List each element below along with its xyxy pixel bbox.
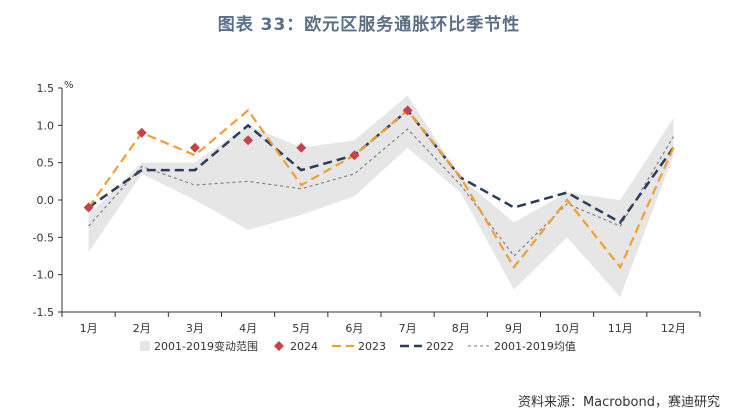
- legend-label-2022: 2022: [426, 340, 454, 353]
- series-point-2024: [296, 142, 307, 153]
- y-tick-label: 0.5: [37, 157, 55, 170]
- y-tick-label: 0.0: [37, 194, 55, 207]
- legend-label-band: 2001-2019变动范围: [154, 339, 258, 353]
- x-tick-label: 6月: [345, 322, 363, 335]
- y-unit-label: %: [64, 80, 74, 91]
- series-point-2024: [402, 105, 413, 116]
- series-line-2022: [87, 108, 675, 225]
- x-tick-label: 1月: [80, 322, 98, 335]
- series-point-2024: [243, 135, 254, 146]
- range-band: [88, 95, 674, 298]
- x-tick-label: 5月: [292, 322, 310, 335]
- legend-label-2023: 2023: [358, 340, 386, 353]
- x-tick-label: 4月: [239, 322, 257, 335]
- x-tick-label: 3月: [186, 322, 204, 335]
- x-tick-label: 10月: [555, 322, 580, 335]
- series-point-2024: [83, 202, 94, 213]
- x-tick-label: 11月: [608, 322, 633, 335]
- series-point-2024: [349, 150, 360, 161]
- x-tick-label: 7月: [399, 322, 417, 335]
- series-line-2001-2019均值: [88, 128, 674, 257]
- x-tick-label: 8月: [452, 322, 470, 335]
- series-point-2024: [189, 142, 200, 153]
- page-title: 图表 33：欧元区服务通胀环比季节性: [217, 15, 521, 35]
- y-tick-label: 1.5: [37, 82, 55, 95]
- series-point-2024: [136, 127, 147, 138]
- series-line-2023: [87, 108, 675, 270]
- x-tick-label: 9月: [505, 322, 523, 335]
- legend-swatch-band: [140, 341, 150, 351]
- y-tick-label: -1.0: [33, 269, 54, 282]
- y-tick-label: -1.5: [33, 306, 54, 319]
- legend-label-2001-2019均值: 2001-2019均值: [494, 340, 576, 353]
- legend-swatch-2024: [273, 341, 284, 351]
- y-tick-label: 1.0: [37, 119, 55, 132]
- x-tick-label: 12月: [661, 322, 686, 335]
- y-tick-label: -0.5: [33, 231, 54, 244]
- legend-label-2024: 2024: [290, 340, 318, 353]
- x-tick-label: 2月: [133, 322, 151, 335]
- source-note: 资料来源：Macrobond，赛迪研究: [517, 395, 720, 410]
